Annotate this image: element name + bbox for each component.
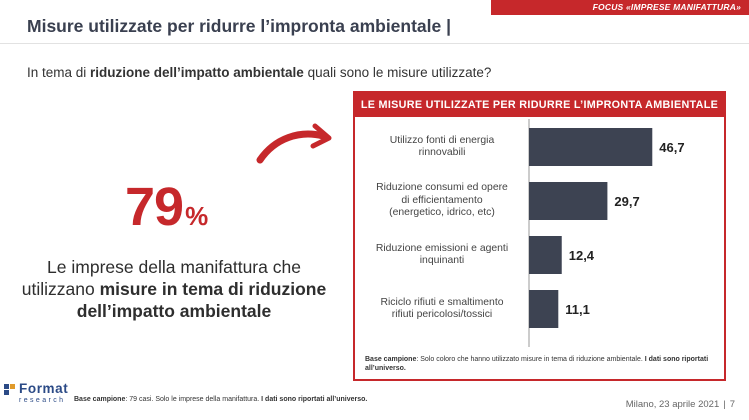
category-label-1: Utilizzo fonti di energia rinnovabili bbox=[367, 135, 517, 160]
page-title: Misure utilizzate per ridurre l’impronta… bbox=[27, 16, 452, 36]
footnote-text: : 79 casi. Solo le imprese della manifat… bbox=[125, 396, 262, 403]
bar-chart-svg: 46,7 29,7 12,4 11,1 bbox=[528, 119, 685, 347]
stat-unit: % bbox=[185, 201, 209, 231]
value-label-4: 11,1 bbox=[565, 302, 590, 317]
headline-stat: 79% bbox=[125, 176, 208, 238]
category-label-line: Riduzione consumi ed opere bbox=[376, 182, 508, 194]
page-number: 7 bbox=[729, 399, 735, 410]
question-pre: In tema di bbox=[27, 65, 91, 80]
category-label-line: rinnovabili bbox=[418, 147, 466, 158]
panel-note: Base campione: Solo coloro che hanno uti… bbox=[365, 355, 715, 373]
bar-3 bbox=[529, 236, 562, 274]
category-label-line: rifiuti pericolosi/tossici bbox=[391, 309, 493, 320]
logo-subtitle: research bbox=[19, 397, 66, 404]
location-date: Milano, 23 aprile 2021 bbox=[625, 399, 720, 410]
question-bold: riduzione dell’impatto ambientale bbox=[90, 65, 304, 80]
stat-description: Le imprese della manifattura che utilizz… bbox=[18, 256, 330, 322]
curved-arrow-icon bbox=[256, 123, 332, 164]
focus-tag: FOCUS «IMPRESE MANIFATTURA» bbox=[491, 0, 749, 15]
footer-meta: Milano, 23 aprile 2021 | 7 bbox=[626, 399, 735, 410]
logo-word: Format bbox=[19, 381, 69, 396]
bar-4 bbox=[529, 290, 559, 328]
footnote: Base campione: 79 casi. Solo le imprese … bbox=[74, 396, 367, 403]
category-label-line: Utilizzo fonti di energia bbox=[389, 134, 495, 146]
panel-header: LE MISURE UTILIZZATE PER RIDURRE L’IMPRO… bbox=[355, 93, 724, 117]
bar-1 bbox=[529, 128, 653, 166]
stat-value: 79 bbox=[125, 177, 184, 237]
category-label-line: di efficientamento bbox=[401, 194, 483, 206]
category-label-line: inquinanti bbox=[419, 255, 465, 266]
measures-panel: LE MISURE UTILIZZATE PER RIDURRE L’IMPRO… bbox=[353, 91, 726, 381]
title-divider bbox=[0, 43, 749, 44]
category-label-2: Riduzione consumi ed opere di efficientam… bbox=[367, 182, 517, 220]
footer-separator: | bbox=[723, 399, 726, 410]
panel-note-label: Base campione bbox=[365, 356, 417, 363]
value-label-2: 29,7 bbox=[614, 194, 639, 209]
question-post: quali sono le misure utilizzate? bbox=[303, 65, 492, 80]
question-text: In tema di riduzione dell’impatto ambien… bbox=[27, 65, 491, 80]
measures-bar-chart: 46,7 29,7 12,4 11,1 Utilizzo fonti di energi… bbox=[355, 117, 724, 353]
footnote-bold: I dati sono riportati all’universo. bbox=[261, 396, 368, 403]
bar-2 bbox=[529, 182, 608, 220]
stat-desc-pre: Le imprese della manifattura che utilizz… bbox=[21, 257, 301, 299]
footnote-label: Base campione bbox=[74, 396, 126, 403]
panel-note-text: : Solo coloro che hanno utilizzato misur… bbox=[416, 356, 645, 363]
format-research-logo: Format research bbox=[2, 380, 70, 416]
category-label-line: (energetico, idrico, etc) bbox=[389, 207, 495, 219]
category-label-line: Riciclo rifiuti e smaltimento bbox=[380, 296, 504, 308]
value-label-1: 46,7 bbox=[659, 140, 684, 155]
category-label-3: Riduzione emissioni e agenti inquinanti bbox=[367, 243, 517, 268]
stat-desc-bold: misure in tema di riduzione dell’impatto… bbox=[76, 279, 327, 321]
category-label-line: Riduzione emissioni e agenti bbox=[375, 242, 509, 254]
logo-mark-icon bbox=[4, 384, 15, 395]
category-label-4: Riciclo rifiuti e smaltimento rifiuti per… bbox=[367, 297, 517, 322]
value-label-3: 12,4 bbox=[569, 248, 595, 263]
panel-note-bold: I dati sono riportati all’universo. bbox=[365, 356, 709, 372]
